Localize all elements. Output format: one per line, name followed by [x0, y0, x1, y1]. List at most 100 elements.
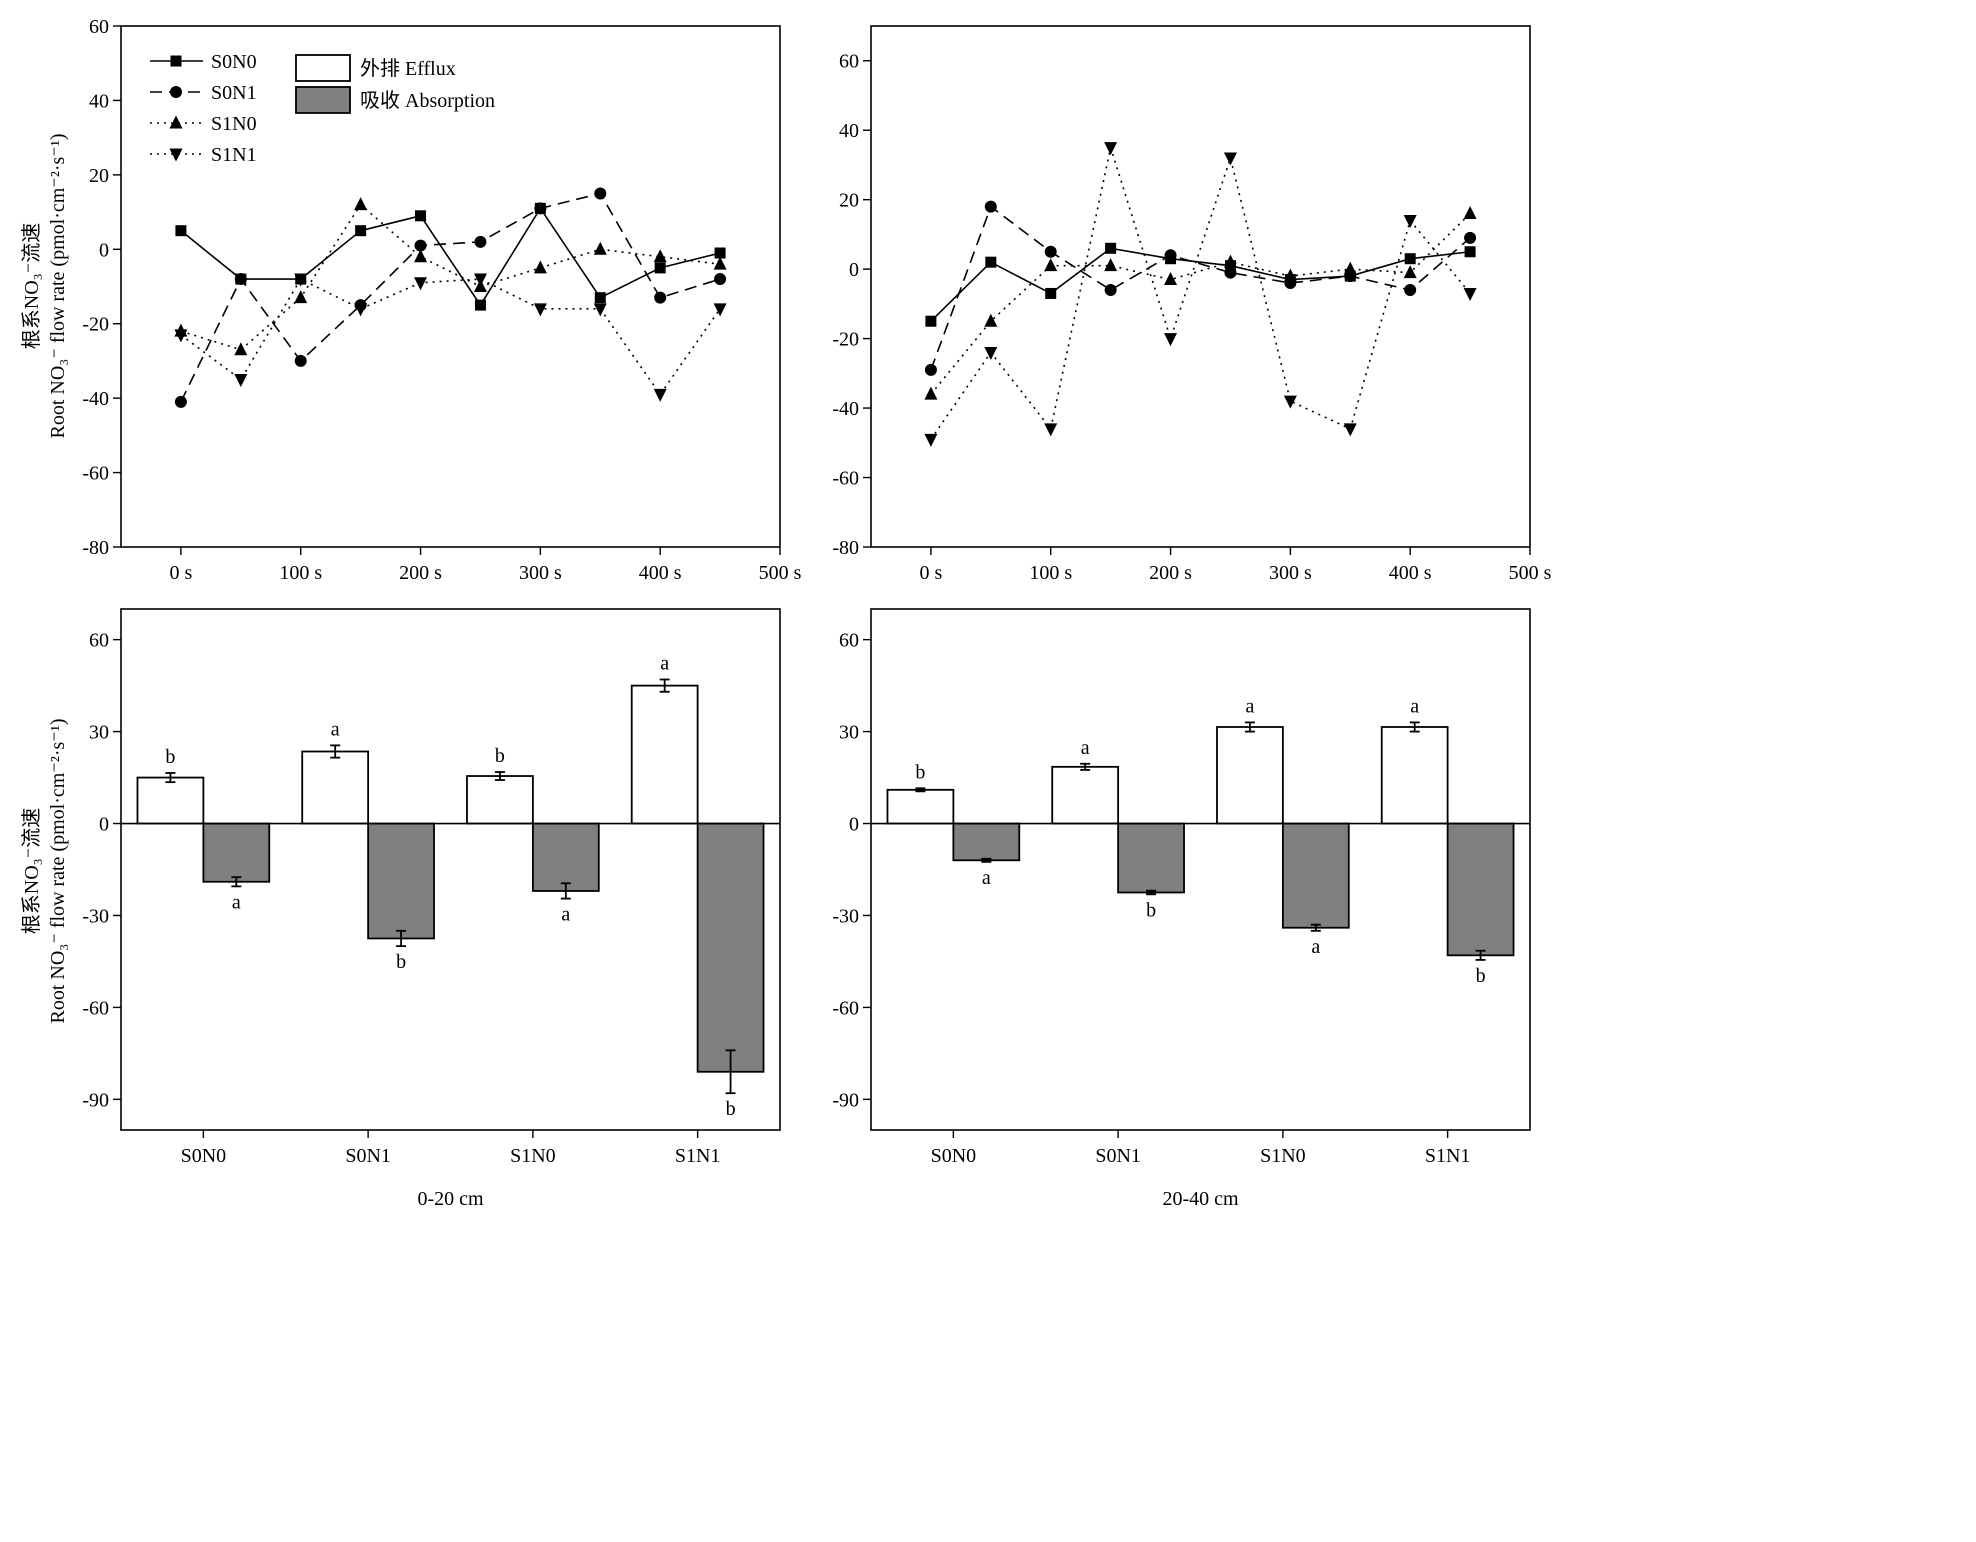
y-tick-label: 60 [839, 51, 859, 73]
data-point-s0n1 [924, 363, 937, 376]
legend-item-s1n1: S1N1 [150, 144, 257, 166]
data-point-s1n1 [414, 277, 428, 291]
legend-marker-triangle-down [169, 148, 183, 162]
data-point-s0n1 [294, 354, 307, 367]
x-tick-label: S0N1 [345, 1145, 391, 1167]
x-tick-label: S1N0 [510, 1145, 556, 1167]
x-tick-label: 100 s [1029, 562, 1072, 584]
data-point-s1n0 [1223, 254, 1237, 268]
y-tick-label: -80 [82, 537, 109, 559]
series-line-s1n1 [180, 278, 721, 396]
legend-item-efflux: 外排 Efflux [295, 54, 456, 82]
y-tick-label: 0 [99, 814, 109, 836]
y-tick-label: 40 [839, 120, 859, 142]
significance-label: a [232, 891, 241, 913]
bar-absorption [952, 822, 1021, 862]
y-tick-label: 30 [839, 722, 859, 744]
data-point-s0n1 [1404, 283, 1417, 296]
data-point-s0n1 [1224, 266, 1237, 279]
legend-swatch [295, 86, 351, 114]
series-s0n0 [175, 202, 726, 311]
data-point-s1n0 [593, 241, 607, 255]
panel-top-left-line-chart: -80 -60 -40 -20 0 20 40 60 0 s 100 s 200 s 300 s 400… [82, 16, 801, 584]
legend-label: S1N0 [211, 113, 257, 135]
data-point-s1n1 [473, 273, 487, 287]
data-point-s1n1 [653, 388, 667, 402]
bar-efflux [301, 750, 370, 825]
data-point-s0n1 [234, 273, 247, 286]
bar-efflux [1216, 726, 1284, 825]
data-point-s1n0 [354, 197, 368, 211]
legend-item-absorption: 吸收 Absorption [295, 86, 495, 114]
data-point-s1n1 [1283, 395, 1297, 409]
series-s0n1 [924, 200, 1477, 376]
bottom-y-axis-title: 根系NO₃⁻流速 Root NO₃⁻ flow rate (pmol·cm⁻²·… [20, 718, 69, 1023]
bar-absorption [696, 822, 765, 1073]
data-point-s1n0 [234, 342, 248, 356]
bar-efflux [886, 788, 955, 825]
bar-absorption [367, 822, 435, 940]
panel-bottom-right-bar-chart: -90 -60 -30 0 30 60 S0N0 b a S0N1 a b S1N0 a a S1N1 a b 20… [832, 608, 1531, 1210]
data-point-s1n1 [1223, 152, 1237, 166]
data-point-s1n0 [713, 256, 727, 270]
x-tick-label: 200 s [1149, 562, 1192, 584]
legend-label: 吸收 Absorption [360, 89, 495, 112]
data-point-s1n0 [1403, 265, 1417, 279]
legend-item-s1n0: S1N0 [150, 113, 257, 135]
data-point-s1n0 [1164, 272, 1178, 286]
bar-absorption [531, 822, 600, 892]
y-tick-label: 60 [839, 630, 859, 652]
data-point-s0n1 [1464, 231, 1477, 244]
data-point-s0n1 [1044, 245, 1057, 258]
data-point-s1n0 [1283, 268, 1297, 282]
y-tick-label: -90 [832, 1089, 859, 1111]
y-tick-label: -60 [82, 997, 109, 1019]
data-point-s0n1 [984, 200, 997, 213]
legend: S0N0 S0N1 S1N0 S1N1 外排 Efflux 吸收 Absorption [150, 51, 495, 166]
data-point-s1n0 [653, 249, 667, 263]
y-tick-label: -20 [832, 329, 859, 351]
significance-label: a [331, 718, 340, 740]
series-s1n1 [174, 273, 727, 402]
significance-label: b [915, 761, 925, 783]
data-point-s0n1 [474, 235, 487, 248]
legend-swatch [295, 54, 351, 82]
y-tick-label: 40 [89, 90, 109, 112]
y-tick-label: -40 [82, 388, 109, 410]
data-point-s1n1 [533, 303, 547, 317]
data-point-s1n1 [1164, 333, 1178, 347]
data-point-s1n1 [354, 303, 368, 317]
bar-efflux [136, 776, 205, 825]
y-tick-label: -20 [82, 314, 109, 336]
legend-marker-circle [170, 86, 182, 98]
data-point-s0n0 [654, 262, 666, 274]
legend-label: S1N1 [211, 144, 257, 166]
top-y-axis-title: 根系NO₃⁻流速 Root NO₃⁻ flow rate (pmol·cm⁻²·… [20, 133, 69, 438]
data-point-s1n1 [1403, 215, 1417, 229]
data-point-s0n0 [175, 225, 187, 237]
data-point-s0n0 [985, 256, 997, 268]
x-tick-label: S1N0 [1260, 1145, 1306, 1167]
x-tick-label: S0N0 [181, 1145, 227, 1167]
series-line-s0n0 [930, 247, 1471, 322]
x-tick-label: 100 s [279, 562, 322, 584]
bottom-y-axis-title-line1: 根系NO₃⁻流速 [20, 808, 43, 934]
bar-efflux [466, 775, 534, 825]
plot-frame [870, 608, 1531, 1131]
y-tick-label: -30 [832, 905, 859, 927]
series-line-s0n1 [930, 205, 1471, 371]
data-point-s0n1 [594, 187, 607, 200]
series-line-s0n0 [180, 206, 721, 307]
plot-frame [870, 25, 1531, 548]
x-tick-label: 200 s [399, 562, 442, 584]
legend-label: S0N0 [211, 51, 257, 73]
significance-label: b [495, 745, 505, 767]
y-tick-label: -40 [832, 398, 859, 420]
data-point-s1n0 [984, 313, 998, 327]
significance-label: a [982, 867, 991, 889]
data-point-s0n1 [1164, 249, 1177, 262]
x-tick-label: 300 s [1269, 562, 1312, 584]
bar-absorption [1446, 822, 1515, 957]
series-s0n0 [925, 242, 1476, 327]
